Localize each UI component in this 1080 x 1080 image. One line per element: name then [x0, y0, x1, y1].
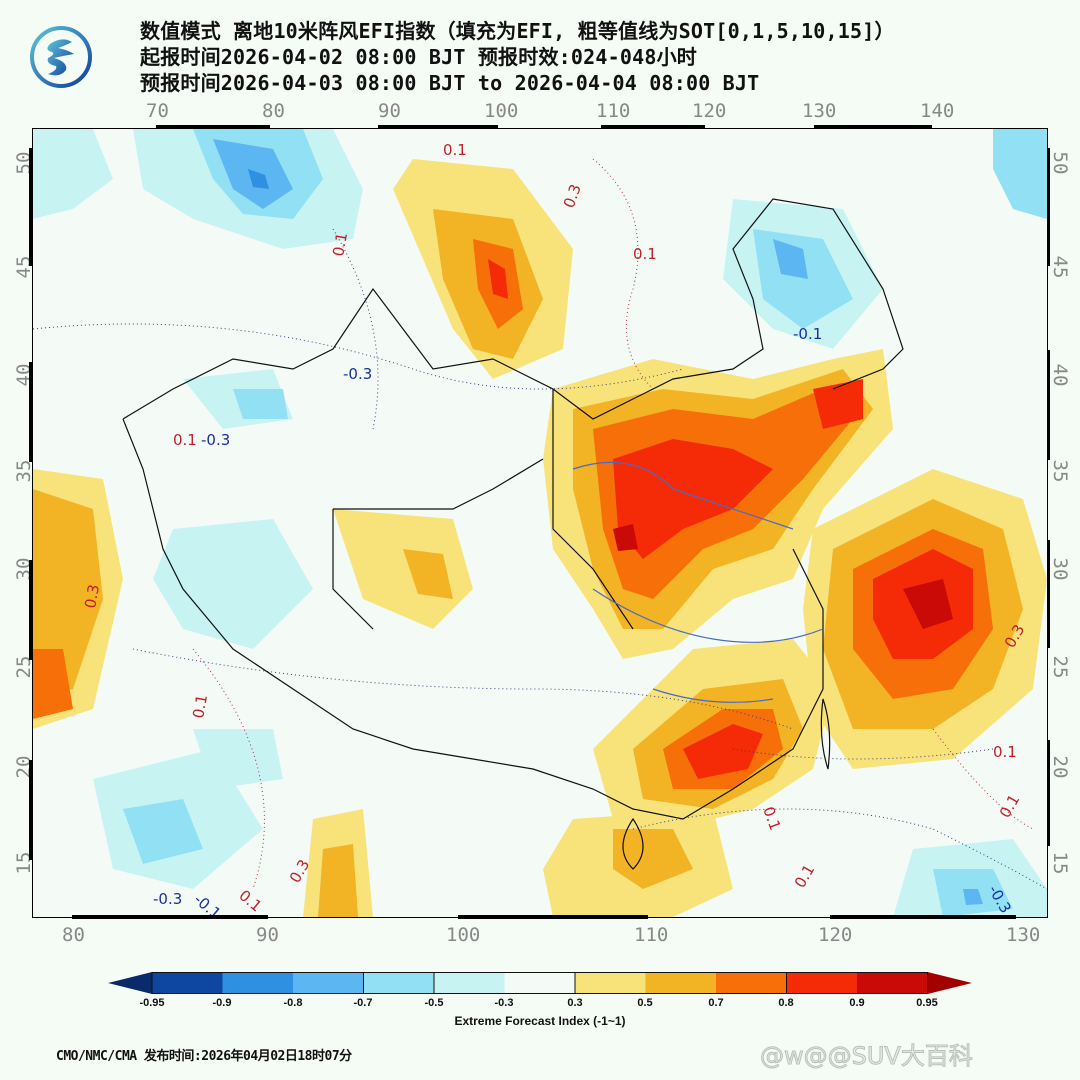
top-lon-70: 70: [146, 100, 169, 122]
right-lat-30: 30: [1049, 557, 1071, 581]
title-line-2: 起报时间2026-04-02 08:00 BJT 预报时效:024-048小时: [140, 45, 697, 69]
colorbar-title: Extreme Forecast Index (-1~1): [454, 1014, 626, 1028]
contour-label: -0.3: [201, 431, 230, 449]
dragon-logo-icon: [30, 26, 92, 88]
contour-label: 0.3: [81, 583, 103, 610]
top-lon-110: 110: [596, 100, 631, 122]
bottom-lon-90: 90: [256, 924, 279, 946]
left-axis-bar: [29, 148, 33, 266]
bottom-axis-bar: [830, 915, 1016, 919]
top-lon-130: 130: [802, 100, 837, 122]
top-lon-80: 80: [262, 100, 285, 122]
left-axis-bar: [29, 760, 33, 860]
right-lat-20: 20: [1049, 755, 1071, 779]
colorbar-tick: 0.8: [778, 997, 794, 1009]
colorbar-tick: 0.95: [916, 997, 938, 1009]
top-lon-100: 100: [484, 100, 519, 122]
colorbar-tick: -0.8: [283, 997, 303, 1009]
bottom-lon-120: 120: [818, 924, 853, 946]
colorbar-tick: -0.9: [212, 997, 232, 1009]
bottom-lon-130: 130: [1006, 924, 1041, 946]
cma-logo: [28, 24, 94, 90]
left-axis-bar: [29, 362, 33, 462]
right-axis-bar: [1046, 540, 1050, 648]
right-lat-15: 15: [1049, 851, 1071, 875]
bottom-axis-bar: [72, 915, 268, 919]
title-line-3: 预报时间2026-04-03 08:00 BJT to 2026-04-04 0…: [140, 71, 760, 95]
efi-colorbar: [108, 972, 972, 994]
chart-title-block: 数值模式 离地10米阵风EFI指数（填充为EFI, 粗等值线为SOT[0,1,5…: [140, 18, 895, 96]
colorbar-tick: -0.5: [424, 997, 444, 1009]
bottom-axis-bar: [458, 915, 648, 919]
efi-map: 0.1 0.3 0.1 0.1 -0.3 0.1 -0.3 -0.1 0.3 0…: [32, 128, 1048, 918]
colorbar-svg: [108, 972, 972, 994]
colorbar-tick: -0.7: [353, 997, 373, 1009]
weibo-watermark: @w@@SUV大百科: [760, 1042, 974, 1071]
right-lat-50: 50: [1049, 151, 1071, 175]
top-axis-bar: [156, 125, 270, 129]
top-lon-140: 140: [920, 100, 955, 122]
title-line-1: 数值模式 离地10米阵风EFI指数（填充为EFI, 粗等值线为SOT[0,1,5…: [140, 19, 895, 43]
top-lon-120: 120: [692, 100, 727, 122]
colorbar-tick: 0.5: [637, 997, 653, 1009]
contour-label: 0.1: [329, 231, 351, 258]
contour-label: -0.3: [343, 365, 372, 383]
colorbar-tick: -0.95: [139, 997, 165, 1009]
colorbar-low-arrow: [108, 972, 152, 994]
top-axis-bar: [601, 125, 705, 129]
contour-label: -0.1: [793, 325, 822, 343]
colorbar-tick: 0.3: [567, 997, 583, 1009]
colorbar-high-arrow: [927, 972, 972, 994]
contour-label: 0.1: [173, 431, 197, 449]
contour-label: 0.1: [993, 743, 1017, 761]
efi-map-canvas: 0.1 0.3 0.1 0.1 -0.3 0.1 -0.3 -0.1 0.3 0…: [33, 129, 1047, 917]
top-lon-90: 90: [378, 100, 401, 122]
right-lat-45: 45: [1049, 255, 1071, 279]
colorbar-tick: 0.9: [849, 997, 865, 1009]
bottom-lon-110: 110: [634, 924, 669, 946]
top-axis-bar: [378, 125, 498, 129]
contour-label: 0.1: [189, 693, 211, 720]
right-axis-bar: [1046, 740, 1050, 846]
right-axis-bar: [1046, 148, 1050, 266]
contour-label: -0.3: [153, 890, 182, 908]
bottom-lon-100: 100: [446, 924, 481, 946]
right-lat-25: 25: [1049, 655, 1071, 679]
contour-label: 0.1: [443, 141, 467, 159]
colorbar-tick: 0.7: [708, 997, 724, 1009]
footer-source: CMO/NMC/CMA 发布时间:2026年04月02日18时07分: [56, 1049, 352, 1064]
right-lat-40: 40: [1049, 363, 1071, 387]
right-lat-35: 35: [1049, 459, 1071, 483]
top-axis-bar: [814, 125, 932, 129]
right-axis-bar: [1046, 350, 1050, 460]
colorbar-tick: -0.3: [494, 997, 514, 1009]
bottom-lon-80: 80: [62, 924, 85, 946]
contour-label: 0.1: [633, 245, 657, 263]
left-axis-bar: [29, 560, 33, 660]
